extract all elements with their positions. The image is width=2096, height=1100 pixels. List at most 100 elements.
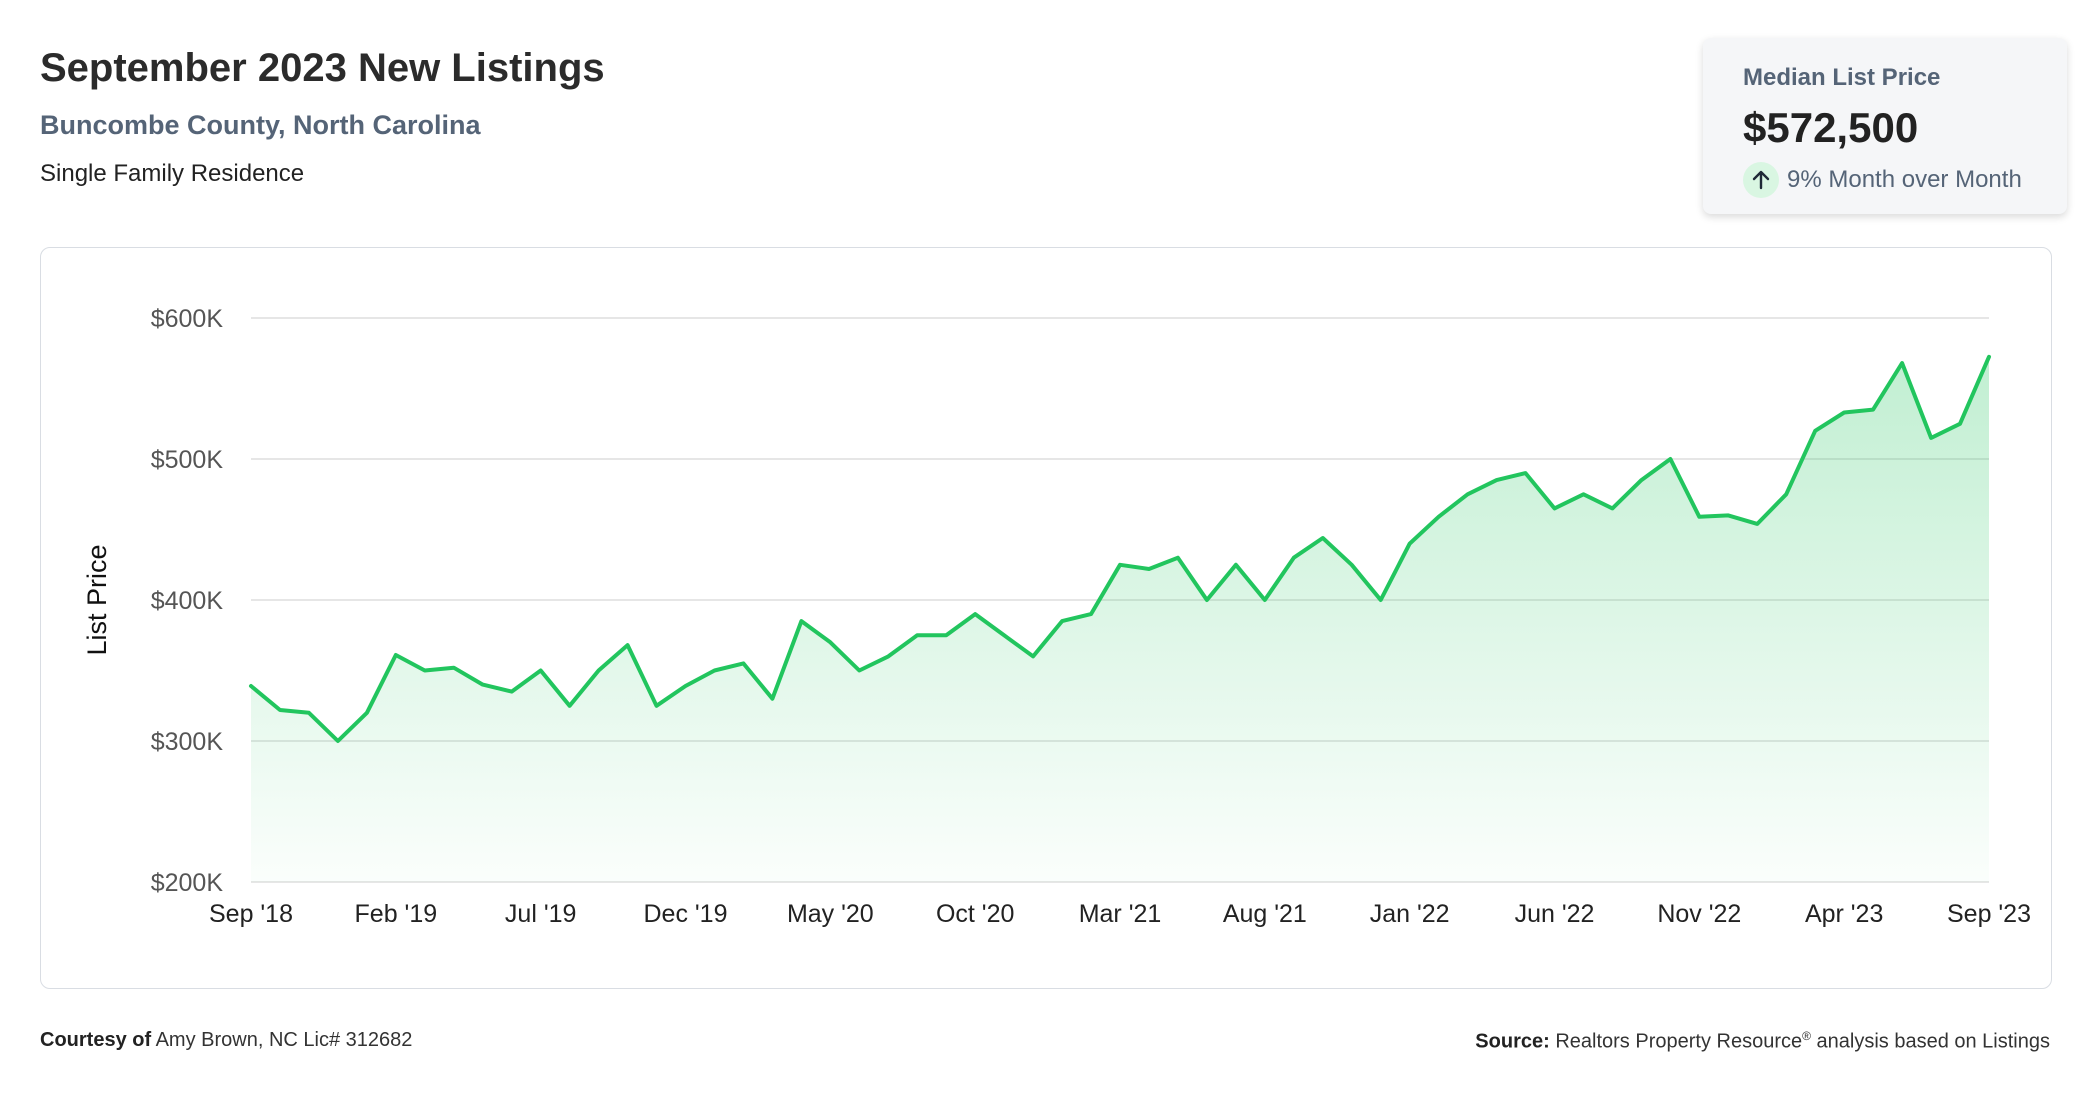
data-point — [1465, 491, 1471, 497]
data-point — [1262, 597, 1268, 603]
kpi-label: Median List Price — [1743, 64, 1941, 91]
data-point — [451, 665, 457, 671]
data-point — [248, 683, 254, 689]
data-point — [1870, 407, 1876, 413]
data-point — [654, 703, 660, 709]
x-tick-label: Nov '22 — [1657, 900, 1741, 928]
data-point — [277, 707, 283, 713]
x-tick-label: Sep '18 — [209, 900, 293, 928]
data-point — [1552, 505, 1558, 511]
registered-mark: ® — [1802, 1029, 1811, 1043]
data-point — [596, 668, 602, 674]
data-point — [393, 652, 399, 658]
source-label: Source: — [1475, 1030, 1550, 1053]
data-point — [480, 682, 486, 688]
source-value: Realtors Property Resource — [1555, 1030, 1803, 1053]
data-point — [509, 689, 515, 695]
data-point — [798, 618, 804, 624]
data-point — [1783, 491, 1789, 497]
y-tick-label: $500K — [151, 446, 224, 474]
data-point — [827, 639, 833, 645]
data-point — [1957, 421, 1963, 427]
x-tick-label: Jun '22 — [1515, 900, 1595, 928]
data-point — [1349, 562, 1355, 568]
kpi-change: 9% Month over Month — [1743, 162, 2022, 198]
data-point — [1812, 428, 1818, 434]
data-point — [1175, 555, 1181, 561]
data-point — [1001, 632, 1007, 638]
data-point — [943, 632, 949, 638]
data-point — [1841, 409, 1847, 415]
x-axis-ticks: Sep '18 Feb '19 Jul '19 Dec '19 May '20 Oct '… — [209, 900, 2031, 928]
x-tick-label: Sep '23 — [1947, 900, 2031, 928]
data-point — [1233, 562, 1239, 568]
courtesy-value: Amy Brown, NC Lic# 312682 — [155, 1029, 413, 1051]
data-point — [1407, 541, 1413, 547]
x-tick-label: Jul '19 — [505, 900, 576, 928]
median-list-price-card: Median List Price $572,500 9% Month over… — [1703, 38, 2067, 214]
x-tick-label: Aug '21 — [1223, 900, 1307, 928]
arrow-up-icon — [1743, 162, 1779, 198]
y-axis-title: List Price — [82, 544, 112, 655]
data-point — [1609, 505, 1615, 511]
source-suffix: analysis based on Listings — [1816, 1030, 2050, 1053]
data-point — [335, 738, 341, 744]
data-point — [683, 683, 689, 689]
data-point — [1667, 456, 1673, 462]
property-type-label: Single Family Residence — [40, 160, 305, 187]
data-point — [625, 642, 631, 648]
data-point — [1928, 435, 1934, 441]
data-point — [856, 668, 862, 674]
x-tick-label: Mar '21 — [1079, 900, 1162, 928]
data-point — [1725, 512, 1731, 518]
data-point — [1638, 477, 1644, 483]
line-layer — [249, 354, 1991, 743]
data-point — [740, 660, 746, 666]
x-tick-label: Apr '23 — [1805, 900, 1883, 928]
data-point — [1291, 555, 1297, 561]
x-tick-label: May '20 — [787, 900, 874, 928]
data-point — [1754, 521, 1760, 527]
data-point — [1580, 491, 1586, 497]
data-point — [1436, 514, 1442, 520]
courtesy-footer: Courtesy of Amy Brown, NC Lic# 312682 — [40, 1029, 412, 1052]
data-point — [1320, 535, 1326, 541]
area-layer — [251, 356, 1989, 882]
data-point — [885, 653, 891, 659]
location-subtitle: Buncombe County, North Carolina — [40, 110, 481, 140]
data-point — [914, 632, 920, 638]
data-point — [306, 710, 312, 716]
y-tick-label: $300K — [151, 728, 224, 756]
page-title: September 2023 New Listings — [40, 46, 605, 90]
courtesy-label: Courtesy of — [40, 1029, 152, 1051]
data-point — [972, 611, 978, 617]
data-point — [422, 668, 428, 674]
data-point — [769, 696, 775, 702]
data-point — [1986, 354, 1992, 360]
data-point — [538, 668, 544, 674]
data-point — [1146, 566, 1152, 572]
data-point — [1378, 597, 1384, 603]
data-point — [1523, 470, 1529, 476]
y-axis-ticks: $200K $300K $400K $500K $600K — [151, 305, 224, 897]
y-tick-label: $400K — [151, 587, 224, 615]
kpi-value: $572,500 — [1743, 104, 1919, 151]
data-point — [1088, 611, 1094, 617]
source-footer: Source: Realtors Property Resource® anal… — [1475, 1029, 2050, 1054]
data-point — [1030, 653, 1036, 659]
data-point — [1059, 618, 1065, 624]
chart-panel: $200K $300K $400K $500K $600K Sep '18 Feb '19… — [40, 247, 2052, 989]
list-price-chart: $200K $300K $400K $500K $600K Sep '18 Feb '19… — [82, 305, 2031, 928]
y-tick-label: $600K — [151, 305, 224, 333]
data-point — [567, 703, 573, 709]
data-point — [364, 710, 370, 716]
kpi-change-text: 9% Month over Month — [1787, 166, 2022, 193]
x-tick-label: Dec '19 — [644, 900, 728, 928]
price-line — [249, 354, 1991, 743]
data-point — [1117, 562, 1123, 568]
data-point — [1494, 477, 1500, 483]
x-tick-label: Oct '20 — [936, 900, 1014, 928]
data-point — [711, 668, 717, 674]
data-point — [1696, 514, 1702, 520]
y-tick-label: $200K — [151, 869, 224, 897]
